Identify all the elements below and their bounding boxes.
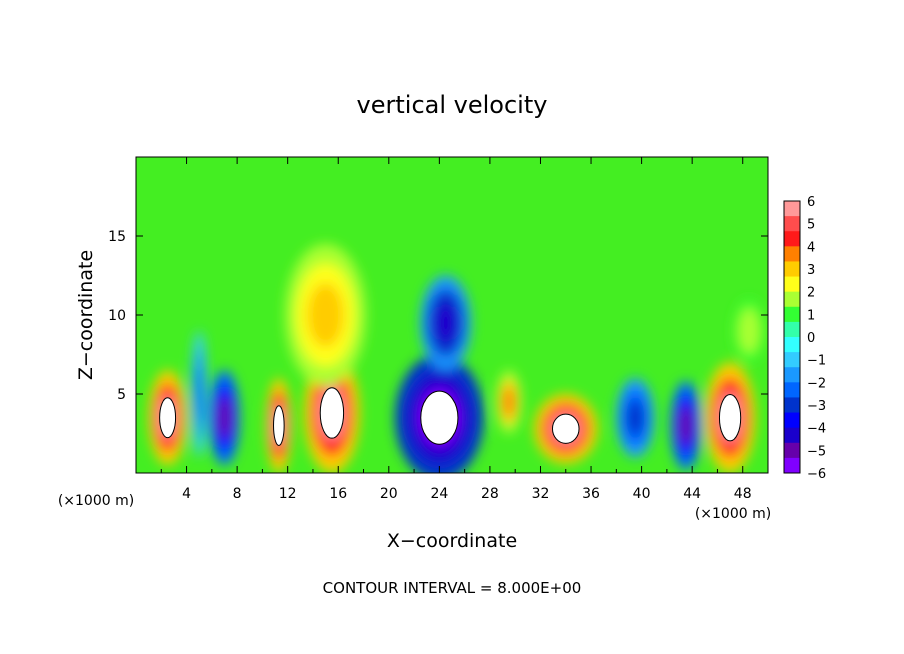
- velocity-core-5: [319, 387, 345, 439]
- colorbar-swatch: [784, 367, 800, 383]
- x-axis-label: X−coordinate: [387, 530, 517, 552]
- y-tick-label: 15: [108, 229, 126, 245]
- colorbar-swatch: [784, 442, 800, 459]
- contour-interval-note: CONTOUR INTERVAL = 8.000E+00: [323, 579, 582, 597]
- colorbar-label: 0: [807, 331, 815, 346]
- colorbar-swatch: [784, 201, 800, 217]
- colorbar-label: 1: [807, 308, 815, 323]
- velocity-cell-14-ring-3: [742, 316, 756, 346]
- velocity-cores: [159, 387, 742, 447]
- y-tick-label: 10: [108, 308, 126, 324]
- x-tick-label: 28: [481, 486, 499, 502]
- x-axis-ticks: 4 8 12 16 20 24 28 32 36 40 44 48: [160, 157, 752, 502]
- colorbar: 6 5 4 3 2 1 0 −1 −2 −3 −4 −5 −6: [783, 195, 826, 482]
- x-tick-label: 20: [380, 486, 398, 502]
- colorbar-swatch: [784, 291, 800, 308]
- velocity-cell-6-ring-3: [307, 283, 344, 347]
- colorbar-swatch: [784, 261, 800, 278]
- velocity-core-13: [718, 393, 742, 442]
- colorbar-swatch: [784, 382, 800, 398]
- velocity-core-7: [420, 390, 459, 445]
- x-axis-unit-right: (×1000 m): [695, 506, 771, 522]
- velocity-cell-8-ring-3: [434, 301, 458, 345]
- colorbar-swatch: [784, 231, 800, 247]
- velocity-core-10: [551, 413, 580, 444]
- x-tick-label: 12: [279, 486, 297, 502]
- y-axis-label: Z−coordinate: [75, 250, 97, 380]
- velocity-core-4: [273, 405, 285, 447]
- velocity-cell-3-ring-3: [217, 396, 232, 440]
- plot-area: [136, 157, 768, 473]
- colorbar-frame: [783, 200, 801, 474]
- velocity-cell-11-ring-3: [626, 399, 644, 436]
- colorbar-label: 5: [807, 218, 815, 233]
- colorbar-swatch: [784, 306, 800, 323]
- x-tick-label: 44: [683, 486, 701, 502]
- colorbar-label: 2: [807, 286, 815, 301]
- velocity-core-1: [159, 397, 177, 439]
- colorbar-swatch: [784, 352, 800, 368]
- colorbar-swatch: [784, 397, 800, 414]
- x-tick-label: 16: [329, 486, 347, 502]
- colorbar-label: 6: [807, 195, 815, 210]
- x-tick-label: 32: [532, 486, 550, 502]
- x-axis-unit-left: (×1000 m): [58, 493, 134, 509]
- colorbar-swatch: [784, 427, 800, 444]
- x-tick-label: 8: [233, 486, 242, 502]
- colorbar-swatch: [784, 246, 800, 262]
- colorbar-swatch: [784, 337, 800, 353]
- velocity-cell-2-ring-3: [195, 365, 203, 423]
- colorbar-swatch: [784, 457, 800, 474]
- x-tick-label: 48: [734, 486, 752, 502]
- velocity-cell-9-ring-3: [503, 387, 515, 417]
- colorbar-label: −6: [807, 467, 826, 482]
- chart-title: vertical velocity: [357, 91, 548, 119]
- colorbar-label: −4: [807, 422, 826, 437]
- y-tick-label: 5: [117, 387, 126, 403]
- x-tick-label: 4: [182, 486, 191, 502]
- colorbar-swatch: [784, 216, 800, 232]
- colorbar-swatch: [784, 412, 800, 429]
- x-tick-label: 40: [633, 486, 651, 502]
- colorbar-label: −2: [807, 376, 826, 391]
- x-tick-label: 24: [430, 486, 448, 502]
- y-axis-ticks: 5 10 15: [108, 229, 768, 403]
- colorbar-swatch: [784, 276, 800, 293]
- x-tick-label: 36: [582, 486, 600, 502]
- colorbar-label: 3: [807, 263, 815, 278]
- velocity-cell-12-ring-3: [679, 405, 693, 446]
- colorbar-label: −5: [807, 444, 826, 459]
- colorbar-swatch: [784, 321, 800, 338]
- colorbar-label: 4: [807, 240, 815, 255]
- colorbar-label: −1: [807, 354, 826, 369]
- colorbar-label: −3: [807, 399, 826, 414]
